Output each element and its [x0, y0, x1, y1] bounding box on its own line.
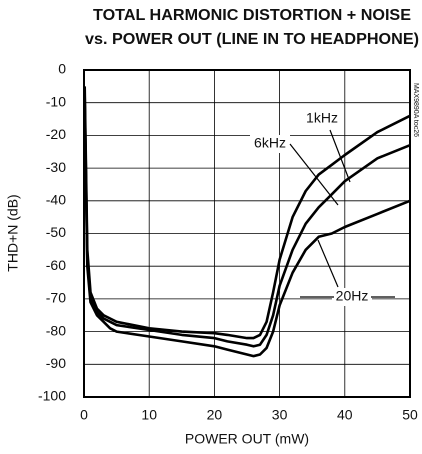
series-label: 1kHz — [306, 110, 338, 126]
y-tick-label: -90 — [46, 355, 66, 371]
leader-line — [289, 143, 339, 206]
figure-note: MAX9890A toc26 — [412, 83, 419, 137]
plot-frame — [83, 69, 411, 398]
x-tick-label: 0 — [80, 407, 88, 423]
y-tick-label: -10 — [46, 93, 66, 109]
y-tick-label: -60 — [46, 257, 66, 273]
y-tick-label: 0 — [58, 61, 66, 77]
label-background — [250, 135, 290, 153]
label-background — [332, 288, 372, 306]
series-line — [83, 96, 411, 348]
y-tick-label: -70 — [46, 290, 66, 306]
y-tick-label: -80 — [46, 322, 66, 338]
x-tick-label: 40 — [337, 407, 353, 423]
x-axis-label: POWER OUT (mW) — [185, 431, 309, 447]
x-tick-label: 50 — [402, 407, 418, 423]
x-tick-label: 20 — [207, 407, 223, 423]
leader-line — [317, 239, 339, 288]
x-tick-label: 10 — [141, 407, 157, 423]
chart-title: vs. POWER OUT (LINE IN TO HEADPHONE) — [85, 31, 419, 48]
chart-title: TOTAL HARMONIC DISTORTION + NOISE — [93, 7, 411, 24]
label-background — [302, 110, 342, 128]
y-tick-label: -30 — [46, 159, 66, 175]
y-tick-label: -40 — [46, 192, 66, 208]
series-label: 6kHz — [254, 135, 286, 151]
leader-line — [329, 129, 351, 183]
y-axis-label: THD+N (dB) — [5, 194, 21, 271]
x-tick-label: 30 — [272, 407, 288, 423]
y-tick-label: -50 — [46, 224, 66, 240]
y-tick-label: -100 — [38, 388, 66, 404]
series-line — [83, 86, 411, 340]
y-tick-label: -20 — [46, 126, 66, 142]
series-line — [83, 102, 411, 358]
series-label: 20Hz — [336, 288, 369, 304]
